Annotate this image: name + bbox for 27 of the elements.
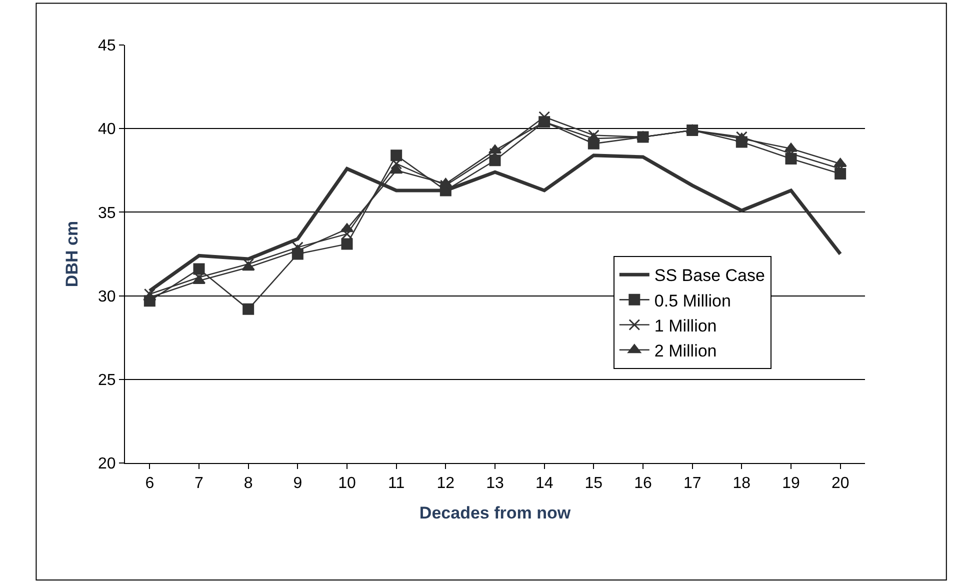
x-tick-label: 12: [436, 475, 455, 492]
y-tick-label: 25: [98, 372, 116, 389]
x-tick-label: 10: [338, 475, 356, 492]
y-tick-label: 30: [98, 288, 116, 306]
x-tick-label: 8: [244, 475, 253, 492]
legend-label: 2 Million: [654, 342, 717, 360]
x-tick-label: 18: [732, 475, 751, 492]
x-tick-label: 7: [194, 475, 204, 492]
x-tick-label: 15: [584, 475, 603, 492]
y-axis-title: DBH cm: [62, 220, 82, 288]
x-axis-title: Decades from now: [419, 504, 572, 523]
x-tick-label: 9: [293, 475, 302, 492]
x-tick-label: 19: [782, 475, 800, 492]
y-tick-label: 35: [98, 204, 116, 222]
y-tick-label: 40: [98, 121, 116, 138]
legend-label: 1 Million: [654, 316, 717, 336]
x-tick-label: 17: [683, 475, 702, 492]
y-tick-label: 20: [98, 456, 116, 473]
y-tick-label: 45: [98, 38, 116, 55]
x-tick-label: 6: [145, 475, 154, 492]
x-tick-label: 14: [535, 475, 554, 492]
x-tick-label: 16: [634, 475, 652, 492]
legend-label: SS Base Case: [654, 266, 765, 286]
x-tick-label: 13: [486, 475, 504, 492]
x-tick-label: 11: [388, 475, 405, 492]
legend-label: 0.5 Million: [654, 291, 731, 310]
x-tick-label: 20: [831, 475, 850, 492]
